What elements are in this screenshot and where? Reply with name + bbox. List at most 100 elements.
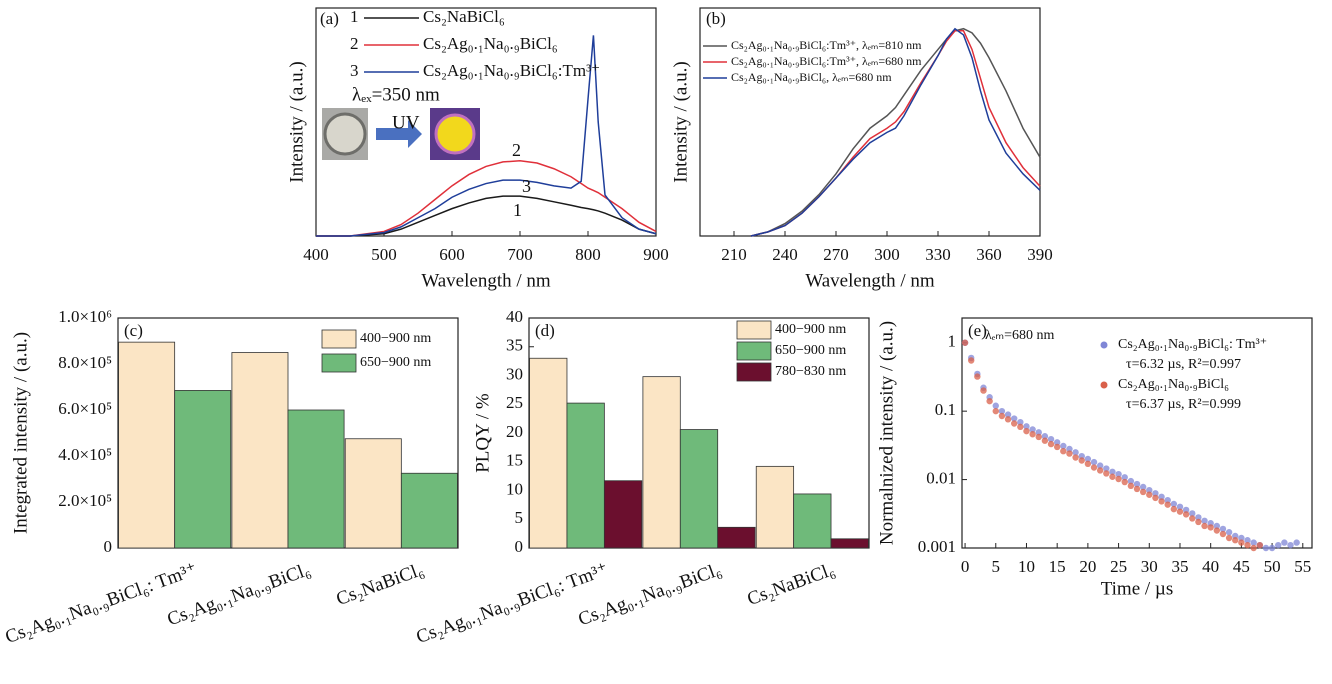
scatter-point — [1042, 438, 1048, 444]
scatter-point — [1029, 431, 1035, 437]
panel-label: (d) — [535, 321, 555, 340]
scatter-point — [1207, 524, 1213, 530]
x-tick-label: 330 — [925, 245, 951, 264]
y-axis-title: Intensity / (a.u.) — [286, 61, 307, 182]
y-tick-label: 1 — [948, 332, 957, 351]
scatter-point — [1036, 434, 1042, 440]
scatter-point — [1152, 495, 1158, 501]
legend-swatch — [322, 330, 356, 348]
y-tick-label: 0.1 — [935, 400, 956, 419]
scatter-point — [1250, 545, 1256, 551]
scatter-point — [1060, 448, 1066, 454]
y-tick-label: 0 — [104, 537, 113, 556]
scatter-point — [1079, 457, 1085, 463]
x-tick-label: 20 — [1079, 557, 1096, 576]
legend-label: Cs₂Ag₀.₁Na₀.₉BiCl₆: Tm³⁺ — [1118, 337, 1267, 352]
legend-swatch — [1101, 382, 1108, 389]
x-tick-label: Cs₂Ag₀.₁Na₀.₉BiCl₆: Tm³⁺ — [414, 559, 611, 648]
bar — [831, 539, 868, 548]
scatter-point — [1214, 527, 1220, 533]
y-tick-label: 25 — [506, 393, 523, 412]
x-tick-label: 500 — [371, 245, 397, 264]
x-tick-label: 270 — [823, 245, 849, 264]
x-tick-label: 15 — [1049, 557, 1066, 576]
scatter-point — [1232, 537, 1238, 543]
bar — [567, 403, 604, 548]
scatter-point — [1263, 545, 1269, 551]
scatter-point — [1195, 519, 1201, 525]
x-tick-label: 210 — [721, 245, 747, 264]
scatter-point — [1122, 479, 1128, 485]
bar — [680, 430, 717, 548]
curve-label: 3 — [522, 176, 531, 196]
x-tick-label: 10 — [1018, 557, 1035, 576]
legend-label: Cs₂Ag₀.₁Na₀.₉BiCl₆:Tm³⁺, λₑₘ=810 nm — [731, 38, 922, 52]
legend-label: 780−830 nm — [775, 364, 846, 379]
scatter-point — [980, 387, 986, 393]
legend-swatch — [322, 354, 356, 372]
x-axis-title: Time / µs — [1101, 578, 1174, 599]
panel-label: (b) — [706, 9, 726, 28]
scatter-point — [1048, 441, 1054, 447]
scatter-point — [1275, 542, 1281, 548]
y-tick-label: 4.0×10⁵ — [58, 445, 112, 464]
y-tick-label: 35 — [506, 336, 523, 355]
scatter-point — [1091, 464, 1097, 470]
scatter-point — [1226, 529, 1232, 535]
legend-swatch — [737, 321, 771, 339]
scatter-point — [1005, 416, 1011, 422]
x-tick-label: 600 — [439, 245, 465, 264]
legend-number: 3 — [350, 61, 359, 80]
x-tick-label: 240 — [772, 245, 798, 264]
bar — [288, 410, 344, 548]
y-axis-title: Normalnized intensity / (a.u.) — [876, 321, 897, 545]
y-tick-label: 20 — [506, 422, 523, 441]
scatter-point — [1238, 539, 1244, 545]
panel-label: (c) — [124, 321, 143, 340]
x-tick-label: 25 — [1110, 557, 1127, 576]
legend-number: 1 — [350, 7, 359, 26]
x-tick-label: Cs₂NaBiCl₆ — [333, 559, 426, 610]
bar — [756, 466, 793, 548]
x-tick-label: 50 — [1264, 557, 1281, 576]
legend-number: 2 — [350, 34, 359, 53]
scatter-point — [999, 413, 1005, 419]
y-axis-title: Integrated intensity / (a.u.) — [10, 332, 31, 534]
scatter-point — [1085, 461, 1091, 467]
x-tick-label: 900 — [643, 245, 669, 264]
legend-label: 650−900 nm — [775, 343, 846, 358]
y-axis-title: Intensity / (a.u.) — [670, 61, 691, 182]
panel: (b)Wavelength / nmIntensity / (a.u.)2102… — [670, 8, 1052, 291]
legend-label: Cs₂Ag₀.₁Na₀.₉BiCl₆:Tm³⁺, λₑₘ=680 nm — [731, 54, 922, 68]
sample-disc — [325, 114, 365, 154]
x-tick-label: Cs₂Ag₀.₁Na₀.₉BiCl₆: Tm³⁺ — [3, 559, 200, 648]
scatter-point — [1103, 470, 1109, 476]
scatter-point — [1220, 531, 1226, 537]
y-tick-label: 8.0×10⁵ — [58, 353, 112, 372]
annotation: λₑₘ=680 nm — [985, 328, 1054, 343]
scatter-point — [986, 398, 992, 404]
y-tick-label: 1.0×10⁶ — [58, 307, 112, 326]
legend-label: Cs₂NaBiCl₆ — [423, 7, 505, 26]
y-tick-label: 0.001 — [918, 537, 956, 556]
glowing-disc — [436, 115, 474, 153]
scatter-point — [993, 408, 999, 414]
scatter-point — [1269, 545, 1275, 551]
y-tick-label: 2.0×10⁵ — [58, 491, 112, 510]
legend-label: Cs₂Ag₀.₁Na₀.₉BiCl₆ — [423, 34, 558, 53]
scatter-point — [1257, 542, 1263, 548]
annotation: UV — [392, 112, 420, 133]
bar — [175, 390, 231, 548]
scatter-point — [968, 357, 974, 363]
scatter-point — [1109, 474, 1115, 480]
y-tick-label: 40 — [506, 307, 523, 326]
scatter-point — [1017, 424, 1023, 430]
scatter-point — [1293, 539, 1299, 545]
bar — [345, 439, 401, 548]
scatter-point — [1066, 450, 1072, 456]
line-series — [316, 196, 656, 236]
bar — [794, 494, 831, 548]
scatter-point — [1165, 501, 1171, 507]
panel: (c) Integrated intensity / (a.u.) 0 2.0×10⁵… — [3, 307, 458, 648]
